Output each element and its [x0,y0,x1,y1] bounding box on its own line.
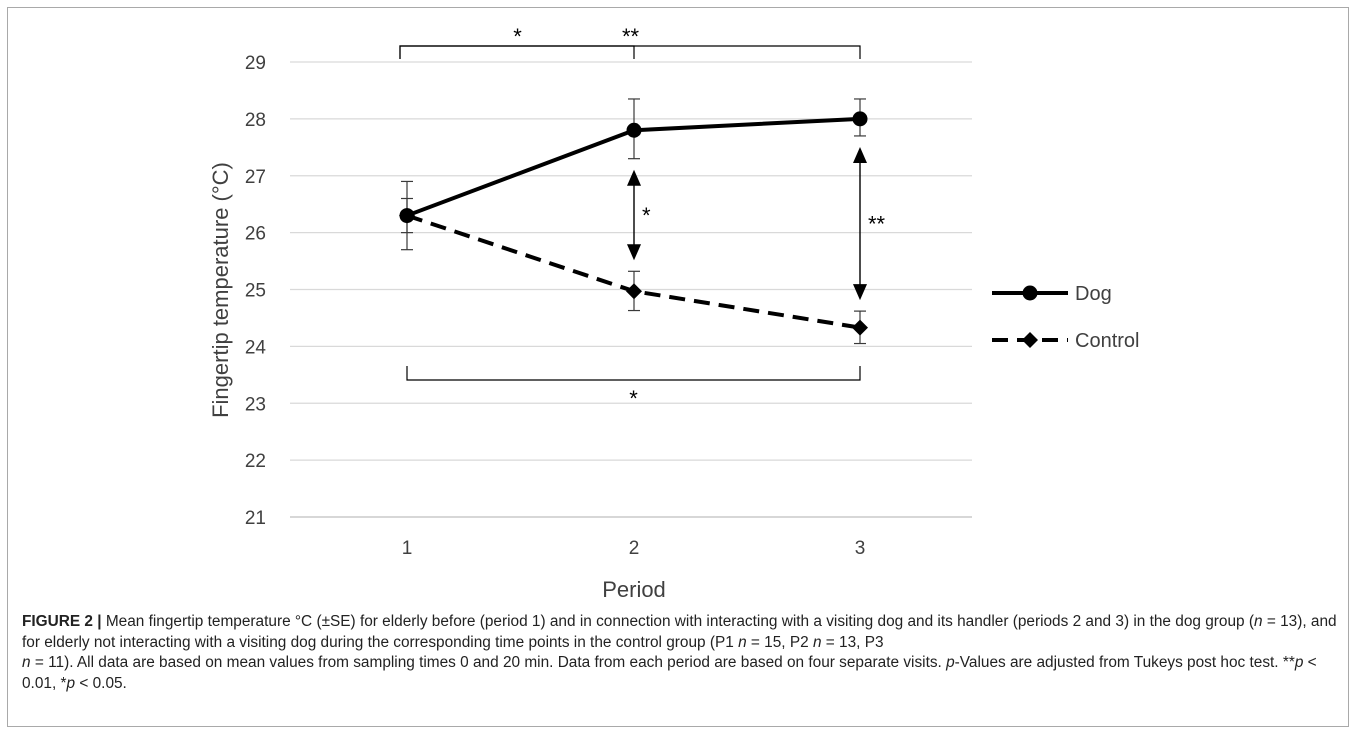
y-tick-label: 23 [245,394,266,415]
significance-label: * [629,386,638,411]
caption-n-4: n [22,654,31,671]
caption-p-2: p [1294,654,1304,671]
y-tick-label: 22 [245,451,266,472]
data-point [399,207,415,224]
caption-text-5: = 11). All data are based on mean values… [30,654,947,671]
caption-n-1: n [1254,613,1263,630]
caption-text-8: < 0.05. [75,674,127,692]
caption-text-7: < 0.01, * [22,654,1317,692]
data-point [852,111,868,127]
caption-text-2: = 13), and for elderly not interacting w… [22,613,1337,651]
significance-annotations: ***** ** [399,24,886,411]
significance-label: ** [622,24,640,49]
caption-text-4: = 13, P3 [821,633,884,651]
y-tick-label: 28 [245,110,266,131]
x-tick-label: 2 [629,538,640,559]
gridlines [290,61,972,518]
y-tick-labels: 21 22 23 24 25 26 27 28 29 [245,53,267,529]
y-tick-label: 29 [245,53,266,74]
x-tick-label: 3 [855,538,866,559]
data-series [399,98,868,345]
legend-label: Control [1075,330,1139,352]
legend: Dog Control [992,283,1139,352]
x-tick-labels: 1 2 3 [402,538,866,559]
caption-text-6: -Values are adjusted from Tukeys post ho… [954,654,1295,671]
significance-label: ** [868,212,886,237]
caption-n-2: n [738,633,747,651]
y-tick-label: 26 [245,224,266,245]
caption-text-3: = 15, P2 [746,633,813,651]
data-point [852,319,868,336]
legend-marker [1022,332,1038,348]
arrowhead-down [853,284,867,301]
caption-p-3: p [66,674,76,692]
significance-bracket [399,45,635,59]
data-point [626,283,642,300]
series-control [399,197,868,345]
arrowhead-up [627,169,641,186]
caption-p-1: p [946,654,955,671]
legend-marker [1022,285,1038,301]
legend-label: Dog [1075,283,1112,305]
arrowhead-up [853,146,867,163]
data-point [626,122,642,138]
figure-label: FIGURE 2 | [22,613,102,630]
significance-label: * [513,24,522,49]
significance-bracket [406,366,861,381]
caption-text-1: Mean fingertip temperature °C (±SE) for … [101,613,1254,630]
significance-label: * [642,203,651,228]
y-tick-label: 24 [245,337,267,358]
arrowhead-down [627,244,641,261]
x-tick-label: 1 [402,538,413,559]
y-axis-label: Fingertip temperature (°C) [208,162,233,418]
x-axis-label: Period [602,577,666,602]
caption-n-3: n [812,633,822,651]
y-tick-label: 27 [245,167,266,188]
y-tick-label: 25 [245,281,266,302]
y-tick-label: 21 [245,508,266,529]
figure-caption: FIGURE 2 | Mean fingertip temperature °C… [22,612,1340,694]
